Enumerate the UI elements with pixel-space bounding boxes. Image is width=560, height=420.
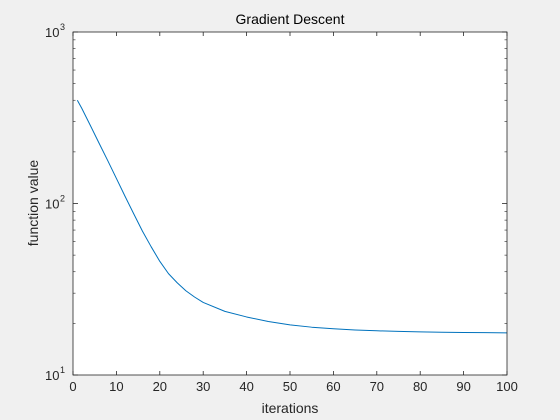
x-axis-label: iterations <box>262 400 319 416</box>
chart-title: Gradient Descent <box>236 11 345 27</box>
x-tick-label: 90 <box>456 379 470 394</box>
y-tick-exponent: 1 <box>60 365 65 375</box>
y-tick-label: 10 <box>45 368 59 383</box>
axes-box <box>72 31 508 376</box>
x-tick-label: 10 <box>109 379 123 394</box>
x-tick-label: 60 <box>326 379 340 394</box>
plot-lines <box>76 100 508 334</box>
series-line <box>76 100 508 334</box>
y-tick-label: 10 <box>45 25 59 40</box>
y-tick-label: 10 <box>45 197 59 212</box>
y-tick-exponent: 3 <box>60 22 65 32</box>
x-tick-label: 30 <box>196 379 210 394</box>
axes-background <box>73 32 507 375</box>
x-tick-label: 50 <box>283 379 297 394</box>
minor-ticks <box>73 39 507 324</box>
y-axis-label: function value <box>25 160 41 247</box>
x-tick-label: 80 <box>413 379 427 394</box>
x-tick-label: 0 <box>69 379 76 394</box>
x-tick-label: 40 <box>239 379 253 394</box>
x-tick-labels: 0 10 20 30 40 50 60 70 80 90 100 <box>69 379 517 394</box>
x-tick-label: 70 <box>370 379 384 394</box>
x-tick-label: 100 <box>496 379 518 394</box>
x-tick-label: 20 <box>153 379 167 394</box>
y-tick-exponent: 2 <box>60 194 65 204</box>
